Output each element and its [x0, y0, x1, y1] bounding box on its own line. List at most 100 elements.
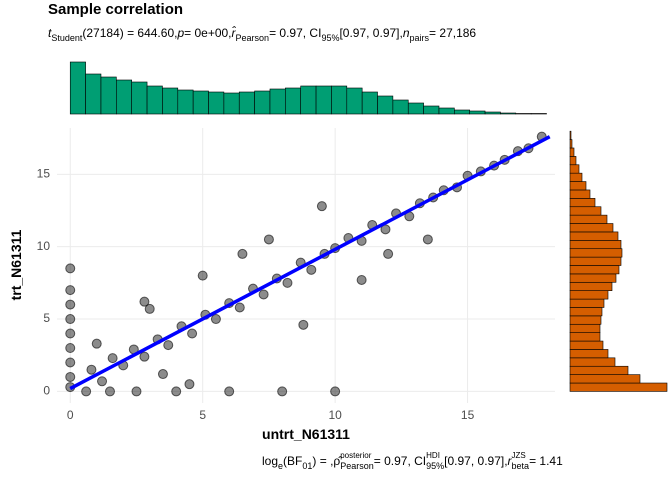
caption-part: = 1.41: [529, 454, 563, 468]
caption-part: log: [262, 454, 278, 468]
x-hist-bar: [100, 76, 117, 115]
point: [65, 343, 76, 353]
y-hist-bar: [569, 130, 572, 140]
y-hist-bar: [569, 139, 573, 149]
y-hist-bar: [569, 374, 641, 384]
subtitle-part: r̂: [232, 25, 237, 40]
point: [277, 386, 288, 397]
point: [139, 351, 150, 362]
x-hist-bar: [315, 85, 332, 115]
caption-part: (BF: [283, 454, 302, 468]
y-axis-title: trt_N61311: [8, 229, 24, 300]
x-axis-title: untrt_N61311: [262, 426, 350, 442]
point: [97, 376, 108, 387]
caption-part: beta: [512, 461, 530, 471]
point: [131, 386, 142, 397]
point: [210, 314, 221, 325]
subtitle-part: = 27,186: [429, 26, 476, 40]
y-hist-bar: [569, 332, 601, 342]
x-hist-bar: [254, 90, 271, 115]
y-hist-bar: [569, 382, 668, 392]
point: [422, 234, 433, 245]
y-hist-bar: [569, 273, 617, 283]
point: [65, 285, 76, 296]
x-hist-bar: [208, 91, 225, 115]
x-hist-bar: [530, 113, 547, 115]
caption-part: 95%: [426, 461, 444, 471]
x-hist-bar: [392, 99, 409, 115]
x-hist-bar: [346, 87, 363, 115]
y-hist-bar: [569, 307, 603, 317]
point: [171, 386, 182, 397]
subtitle-part: Pearson: [236, 33, 270, 43]
caption-part: r: [508, 454, 513, 468]
point: [383, 248, 394, 259]
caption-part: ) = ,: [312, 454, 333, 468]
point: [163, 340, 174, 351]
x-hist-bar: [223, 92, 240, 115]
point: [65, 371, 76, 382]
subtitle-part: Student: [51, 33, 83, 43]
x-hist-bar: [162, 87, 179, 115]
point: [107, 353, 118, 364]
y-hist-bar: [569, 206, 602, 216]
point: [65, 263, 76, 274]
y-hist-bar: [569, 147, 575, 157]
caption-part: ρ̂: [333, 454, 342, 468]
x-hist-bar: [269, 88, 286, 115]
x-hist-bar: [69, 61, 86, 115]
point: [65, 299, 76, 310]
point: [91, 338, 102, 349]
point: [306, 264, 317, 275]
x-hist-bar: [469, 110, 486, 115]
point: [65, 357, 76, 368]
point: [86, 364, 97, 375]
caption-part: Pearson: [340, 461, 374, 471]
y-hist-bar: [569, 315, 602, 325]
x-hist-bar: [177, 89, 194, 115]
x-hist-bar: [85, 73, 102, 115]
subtitle-part: 95%: [321, 33, 339, 43]
x-hist-bar: [361, 91, 378, 115]
x-hist-bar: [423, 105, 440, 115]
caption-part: HDI: [426, 451, 440, 460]
point: [258, 289, 269, 300]
y-hist-bar: [569, 214, 608, 224]
point: [81, 386, 92, 397]
y-hist-bar: [569, 223, 614, 233]
caption-part: 01: [302, 461, 312, 471]
y-tick-label: 0: [43, 384, 50, 398]
y-hist-bar: [569, 281, 613, 291]
x-tick-label: 10: [328, 408, 342, 422]
point: [356, 274, 367, 285]
x-hist-bar: [331, 85, 348, 115]
x-hist-bar: [515, 113, 532, 115]
point: [298, 319, 309, 330]
x-hist-bar: [407, 102, 424, 115]
chart-title: Sample correlation: [48, 1, 183, 18]
point: [65, 314, 76, 325]
x-hist-bar: [116, 79, 133, 115]
y-hist-bar: [569, 231, 619, 241]
x-hist-bar: [438, 107, 455, 115]
point: [187, 328, 198, 339]
subtitle-part: = 0.97, CI: [269, 26, 321, 40]
y-hist-bar: [569, 349, 609, 359]
y-hist-bar: [569, 189, 591, 199]
y-hist-bar: [569, 248, 623, 258]
y-hist-bar: [569, 256, 622, 266]
point: [144, 303, 155, 314]
x-tick-label: 15: [461, 408, 475, 422]
caption-part: posterior: [340, 451, 371, 460]
caption-part: [0.97, 0.97],: [444, 454, 507, 468]
point: [139, 296, 150, 307]
caption-part: JZS: [512, 451, 526, 460]
point: [224, 386, 235, 397]
y-tick-label: 10: [37, 239, 51, 253]
point: [237, 248, 248, 259]
point: [282, 277, 293, 288]
x-hist-bar: [300, 85, 317, 115]
x-hist-bar: [131, 81, 148, 115]
subtitle-part: = 0e+00,: [184, 26, 231, 40]
subtitle-part: p: [176, 26, 184, 40]
